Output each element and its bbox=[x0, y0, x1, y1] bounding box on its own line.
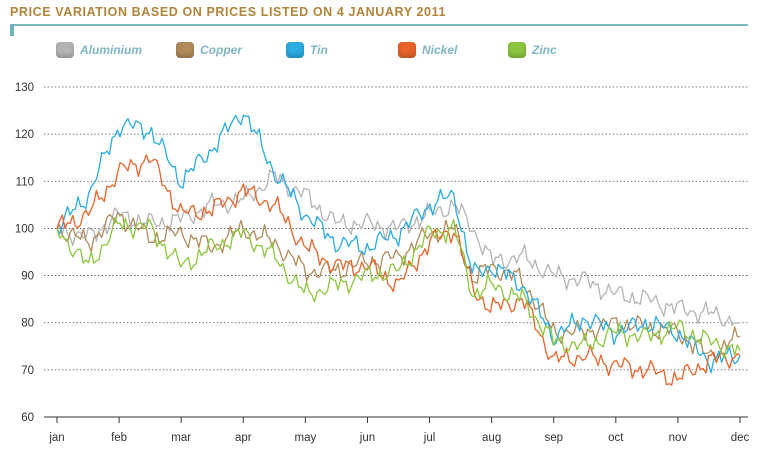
legend-label-aluminium: Aluminium bbox=[80, 43, 142, 57]
legend-swatch-aluminium bbox=[56, 42, 74, 58]
series-line-nickel bbox=[56, 154, 741, 386]
legend-swatch-tin bbox=[286, 42, 304, 58]
x-tick-label-may: may bbox=[294, 432, 316, 444]
x-tick-label-jun: jun bbox=[359, 432, 375, 444]
legend-swatch-nickel bbox=[398, 42, 416, 58]
series-line-zinc bbox=[56, 216, 741, 359]
x-tick-label-aug: aug bbox=[482, 432, 501, 444]
legend-item-copper: Copper bbox=[176, 42, 242, 58]
x-tick-label-jul: jul bbox=[423, 432, 436, 444]
legend-item-nickel: Nickel bbox=[398, 42, 457, 58]
x-tick-label-jan: jan bbox=[48, 432, 64, 444]
x-tick-label-apr: apr bbox=[235, 432, 252, 444]
y-tick-label-0: 60 bbox=[21, 412, 34, 424]
legend-label-nickel: Nickel bbox=[422, 43, 458, 57]
legend-label-zinc: Zinc bbox=[532, 43, 557, 57]
legend-label-tin: Tin bbox=[310, 43, 328, 57]
series-line-aluminium bbox=[56, 169, 741, 327]
legend-item-tin: Tin bbox=[286, 42, 328, 58]
y-tick-label-4: 100 bbox=[15, 223, 34, 235]
x-tick-label-sep: sep bbox=[544, 432, 563, 444]
series-line-tin bbox=[56, 114, 741, 374]
x-tick-label-mar: mar bbox=[171, 432, 191, 444]
legend-label-copper: Copper bbox=[200, 43, 242, 57]
legend-item-aluminium: Aluminium bbox=[56, 42, 142, 58]
y-tick-label-2: 80 bbox=[21, 318, 34, 330]
y-tick-label-1: 70 bbox=[21, 365, 34, 377]
legend-item-zinc: Zinc bbox=[508, 42, 557, 58]
y-tick-label-7: 130 bbox=[15, 82, 34, 94]
legend-swatch-zinc bbox=[508, 42, 526, 58]
title-tick bbox=[10, 24, 14, 36]
y-tick-label-3: 90 bbox=[21, 271, 34, 283]
y-tick-label-5: 110 bbox=[16, 176, 34, 188]
series-line-copper bbox=[56, 211, 741, 364]
legend-swatch-copper bbox=[176, 42, 194, 58]
chart-title: PRICE VARIATION BASED ON PRICES LISTED O… bbox=[10, 5, 446, 19]
x-tick-label-oct: oct bbox=[608, 432, 624, 444]
x-tick-label-dec: dec bbox=[731, 432, 750, 444]
title-rule bbox=[10, 24, 748, 26]
x-tick-label-feb: feb bbox=[111, 432, 127, 444]
y-tick-label-6: 120 bbox=[15, 129, 34, 141]
x-tick-label-nov: nov bbox=[669, 432, 688, 444]
